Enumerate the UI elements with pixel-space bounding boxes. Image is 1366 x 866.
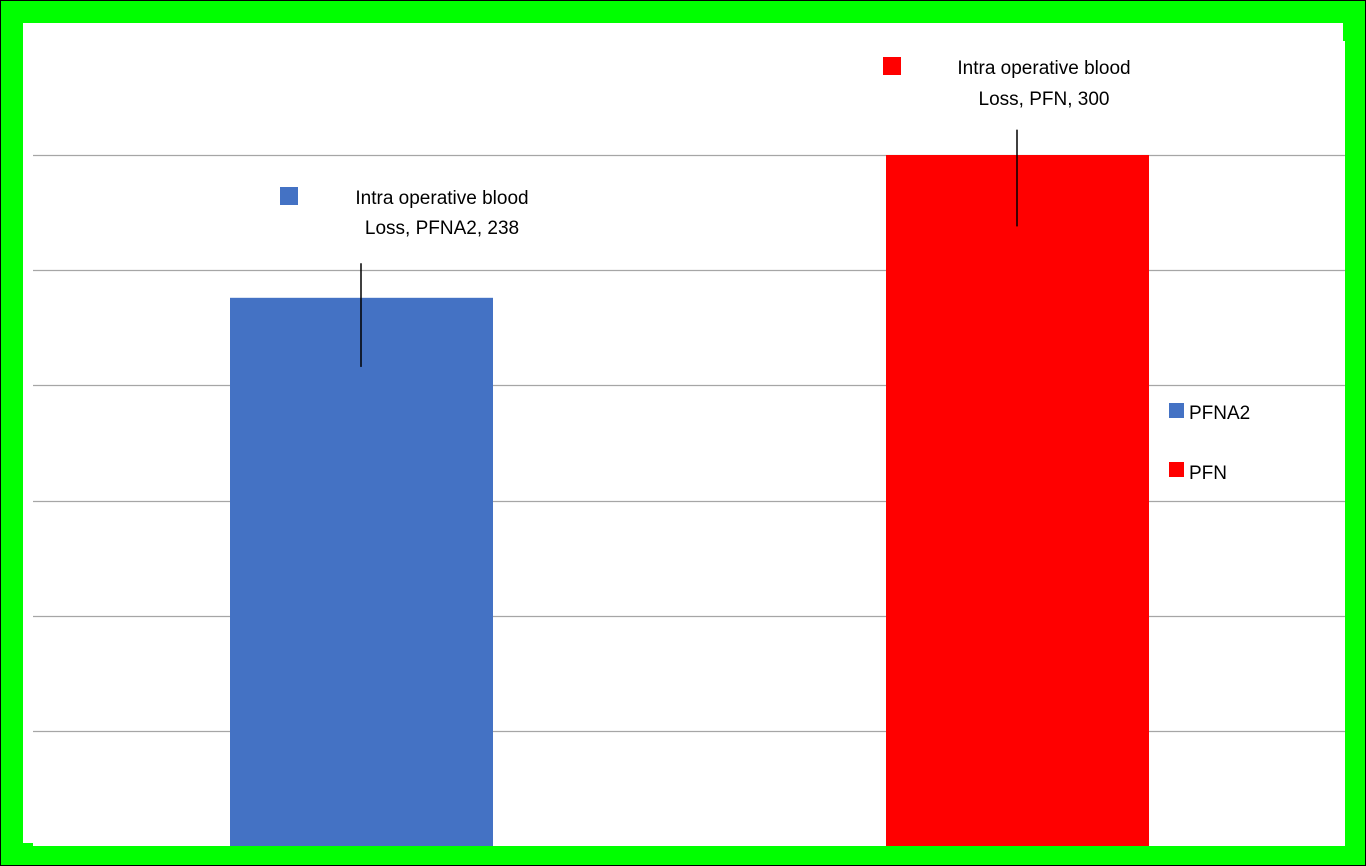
legend-swatch-pfna2 — [1169, 403, 1184, 418]
data-label-key-pfna2 — [280, 187, 298, 205]
data-label-line1-pfna2: Intra operative blood — [355, 188, 528, 209]
legend-swatch-pfn — [1169, 462, 1184, 477]
legend-label-pfn: PFN — [1189, 463, 1227, 484]
data-label-line2-pfn: Loss, PFN, 300 — [979, 89, 1110, 110]
bar-pfn — [886, 155, 1149, 846]
bar-pfna2 — [230, 297, 493, 847]
data-label-line2-pfna2: Loss, PFNA2, 238 — [365, 218, 519, 239]
data-label-key-pfn — [883, 57, 901, 75]
data-label-line1-pfn: Intra operative blood — [957, 58, 1130, 79]
legend-label-pfna2: PFNA2 — [1189, 403, 1250, 424]
